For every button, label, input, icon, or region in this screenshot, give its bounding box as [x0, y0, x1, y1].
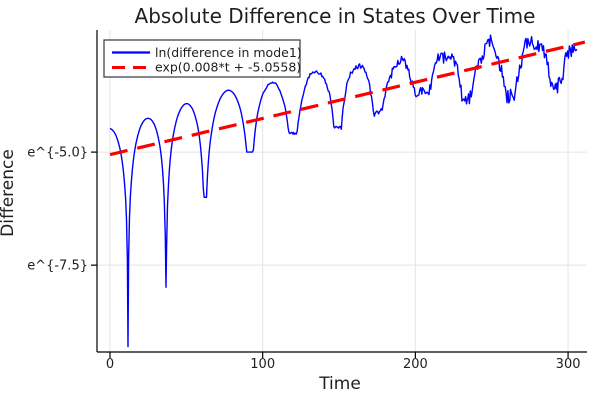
gridlines — [97, 30, 587, 352]
plot-series — [109, 34, 586, 348]
x-tick-label-100: 100 — [250, 357, 275, 372]
chart-title: Absolute Difference in States Over Time — [135, 4, 536, 28]
y-tick-label-e-7.5: e^{-7.5} — [27, 259, 88, 274]
legend-label-blue: ln(difference in mode1) — [155, 45, 302, 60]
x-tick-label-200: 200 — [403, 357, 428, 372]
y-tick-label-e-5: e^{-5.0} — [27, 146, 88, 161]
y-axis-label: Difference — [0, 149, 18, 237]
legend-box — [103, 39, 301, 78]
legend: ln(difference in mode1) exp(0.008*t + -5… — [103, 39, 302, 78]
red-fit-path — [109, 40, 586, 157]
x-tick-label-0: 0 — [106, 357, 114, 372]
blue-series-path — [109, 34, 578, 348]
x-axis-label: Time — [318, 374, 361, 394]
x-tick-label-300: 300 — [556, 357, 581, 372]
axis-tick-marks — [91, 151, 569, 358]
legend-label-red: exp(0.008*t + -5.0558) — [155, 60, 301, 75]
